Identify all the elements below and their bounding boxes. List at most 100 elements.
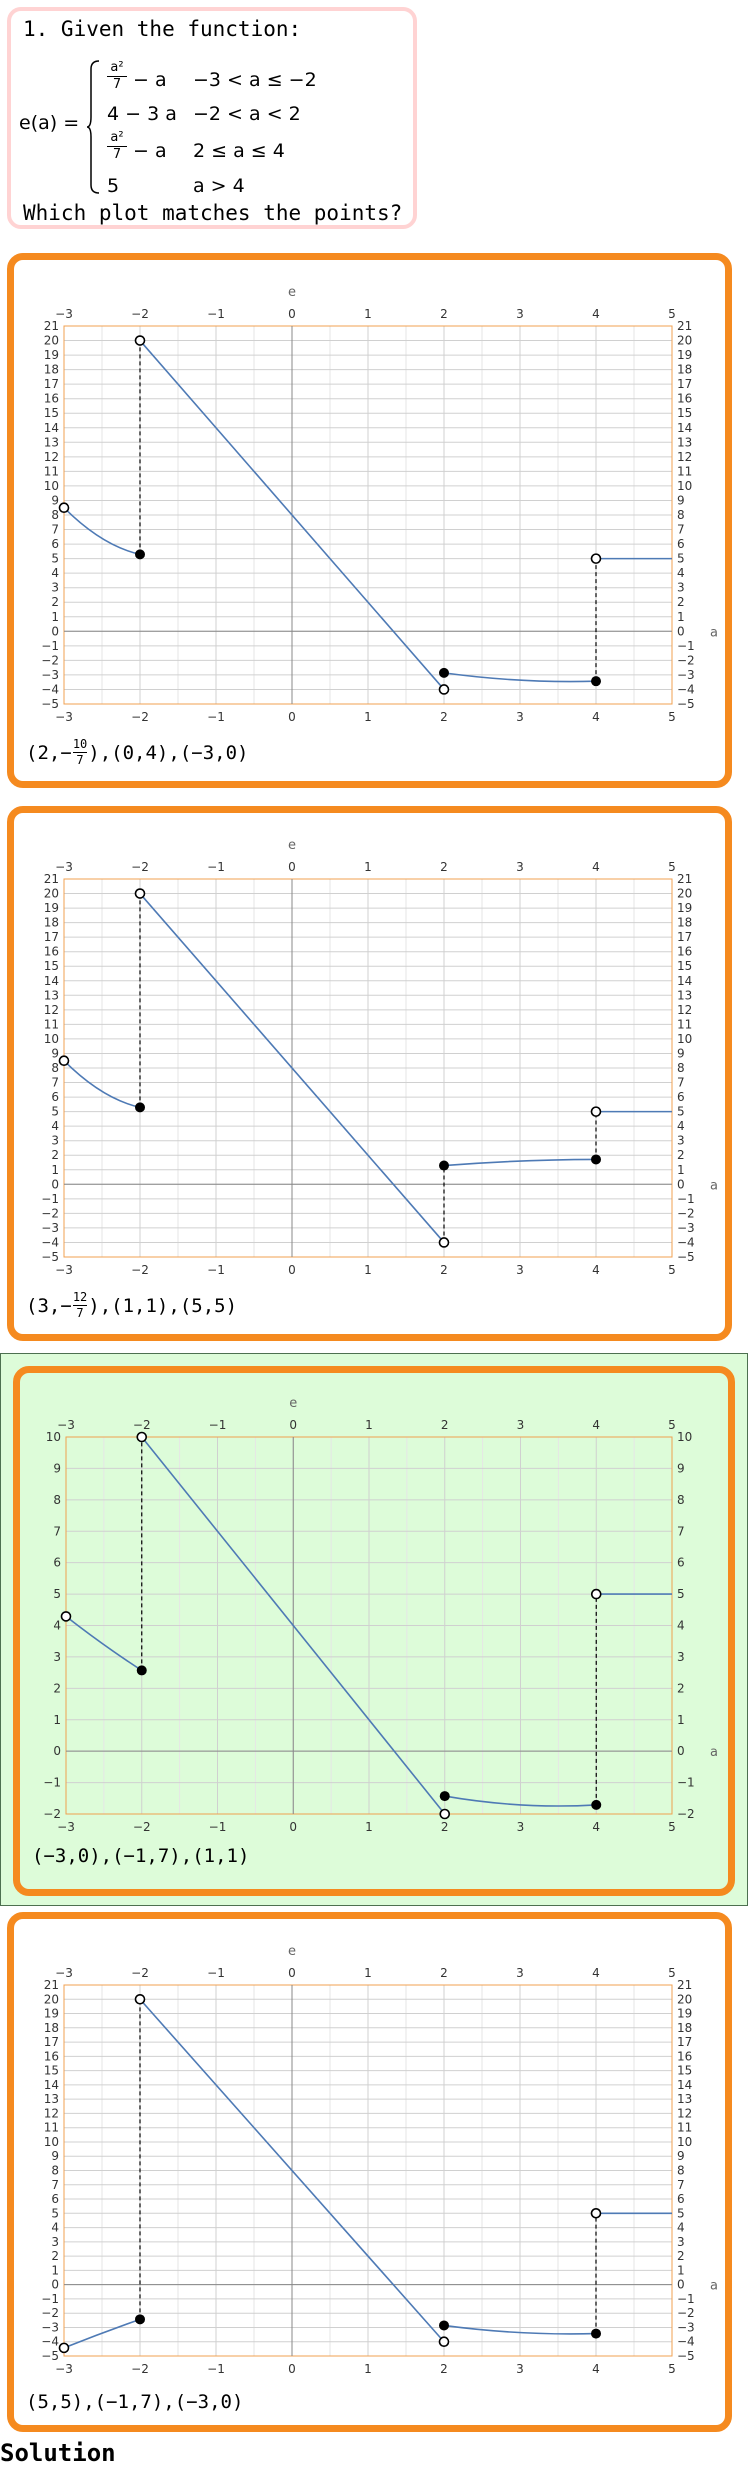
y-tick-label-right: 14: [677, 421, 692, 435]
x-tick-label-bottom: 2: [441, 1820, 449, 1834]
open-point: [60, 1611, 72, 1622]
y-tick-label-left: −3: [41, 668, 59, 682]
y-tick-label-left: −4: [41, 1235, 59, 1249]
option-1-panel[interactable]: −3 −3 −2 −2 −1 −1 0 0 1 1 2 2 3 3 4 4 5 5 −5 −5 −4 −4 −3 −3 −2 −2…: [7, 253, 732, 788]
y-tick-label-left: 12: [44, 450, 59, 464]
y-tick-label-right: 19: [677, 2007, 692, 2021]
option-3-panel[interactable]: −3 −3 −2 −2 −1 −1 0 0 1 1 2 2 3 3 4 4 5 5 −2 −2 −1 −1 0 0 1 1 2 2 3 3…: [13, 1366, 735, 1896]
y-tick-label-left: 15: [44, 959, 59, 973]
y-tick-label-left: 3: [51, 1134, 59, 1148]
y-tick-label-left: 2: [53, 1681, 61, 1695]
plot-frame: [63, 1984, 673, 2357]
y-tick-label-right: 5: [677, 1587, 685, 1601]
x-tick-label-top: 0: [288, 1966, 296, 1980]
y-tick-label-right: 10: [677, 1032, 692, 1046]
y-tick-label-right: 13: [677, 435, 692, 449]
series-3-line: [443, 2324, 597, 2335]
y-tick-label-left: 8: [51, 508, 59, 522]
y-tick-label-right: −3: [677, 668, 695, 682]
case-1-expr: − a: [133, 69, 167, 91]
y-tick-label-left: −2: [43, 1807, 61, 1821]
y-tick-label-left: 9: [51, 2149, 59, 2163]
closed-point: [135, 549, 145, 560]
y-tick-label-right: 1: [677, 1713, 685, 1727]
y-tick-label-right: 8: [677, 508, 685, 522]
option-2-panel[interactable]: −3 −3 −2 −2 −1 −1 0 0 1 1 2 2 3 3 4 4 5 5 −5 −5 −4 −4 −3 −3 −2 −2…: [7, 806, 732, 1341]
case-3-denominator: 7: [112, 147, 122, 162]
y-tick-label-right: 12: [677, 2106, 692, 2120]
x-tick-label-bottom: −2: [131, 1263, 149, 1277]
y-tick-label-left: 18: [44, 363, 59, 377]
y-tick-label-left: −1: [41, 2292, 59, 2306]
x-tick-label-bottom: −2: [131, 710, 149, 724]
option-4-panel[interactable]: −3 −3 −2 −2 −1 −1 0 0 1 1 2 2 3 3 4 4 5 5 −5 −5 −4 −4 −3 −3 −2 −2…: [7, 1912, 732, 2432]
y-tick-label-left: 16: [44, 945, 59, 959]
y-tick-label-left: 5: [53, 1587, 61, 1601]
x-tick-label-top: 5: [668, 1966, 676, 1980]
y-tick-label-left: 21: [44, 1978, 59, 1992]
y-tick-label-left: 11: [44, 464, 59, 478]
y-tick-label-right: −2: [677, 653, 695, 667]
y-tick-label-right: 0: [677, 624, 685, 638]
series-3-line: [443, 672, 597, 683]
case-1-denominator: 7: [112, 77, 122, 92]
open-point: [590, 2208, 602, 2219]
y-tick-label-left: 5: [51, 2206, 59, 2220]
x-tick-label-top: 4: [592, 307, 600, 321]
y-tick-label-left: 5: [51, 1105, 59, 1119]
y-tick-label-right: 17: [677, 2035, 692, 2049]
open-point: [590, 553, 602, 564]
y-tick-label-right: 8: [677, 2164, 685, 2178]
series-3-line: [443, 1158, 597, 1167]
y-tick-label-left: 18: [44, 2021, 59, 2035]
y-tick-label-right: −4: [677, 2335, 695, 2349]
y-tick-label-left: 4: [51, 566, 59, 580]
y-tick-label-left: 14: [44, 2078, 59, 2092]
y-tick-label-right: −2: [677, 1807, 695, 1821]
x-tick-label-top: −3: [55, 860, 73, 874]
y-tick-label-right: 20: [677, 1992, 692, 2006]
x-tick-label-top: 2: [441, 1418, 449, 1432]
function-name: e(a) =: [19, 112, 80, 134]
y-tick-label-right: 3: [677, 2235, 685, 2249]
y-tick-label-right: 6: [677, 2192, 685, 2206]
y-tick-label-right: 10: [677, 1430, 692, 1444]
y-tick-label-right: 20: [677, 887, 692, 901]
y-tick-label-right: 2: [677, 595, 685, 609]
case-1-fraction: a² 7: [107, 61, 127, 92]
x-tick-label-top: −2: [133, 1418, 151, 1432]
y-tick-label-left: 6: [51, 2192, 59, 2206]
y-tick-label-right: 1: [677, 2263, 685, 2277]
open-point: [134, 888, 146, 899]
x-tick-label-bottom: −2: [131, 2362, 149, 2376]
y-tick-label-left: 0: [53, 1744, 61, 1758]
y-tick-label-right: 16: [677, 945, 692, 959]
y-tick-label-left: 2: [51, 2249, 59, 2263]
x-tick-label-bottom: 3: [516, 1263, 524, 1277]
y-tick-label-right: 9: [677, 493, 685, 507]
y-tick-label-left: 19: [44, 348, 59, 362]
y-tick-label-right: 17: [677, 930, 692, 944]
y-tick-label-right: 13: [677, 988, 692, 1002]
y-tick-label-left: 1: [51, 1163, 59, 1177]
y-tick-label-left: 7: [53, 1524, 61, 1538]
y-tick-label-left: 10: [44, 2135, 59, 2149]
y-tick-label-right: 3: [677, 581, 685, 595]
y-tick-label-right: 6: [677, 1556, 685, 1570]
y-tick-label-right: 21: [677, 872, 692, 886]
y-tick-label-right: 19: [677, 348, 692, 362]
y-tick-label-left: 20: [44, 334, 59, 348]
open-point: [136, 1431, 148, 1443]
series-1-line: [63, 1060, 141, 1109]
case-4-expr: 5: [107, 175, 120, 197]
y-tick-label-right: 8: [677, 1061, 685, 1075]
open-point: [590, 1588, 602, 1600]
x-tick-label-bottom: 5: [668, 1820, 676, 1834]
y-tick-label-right: −2: [677, 2306, 695, 2320]
x-tick-label-bottom: 2: [440, 2362, 448, 2376]
y-tick-label-left: 0: [51, 1177, 59, 1191]
y-tick-label-left: −5: [41, 1250, 59, 1264]
